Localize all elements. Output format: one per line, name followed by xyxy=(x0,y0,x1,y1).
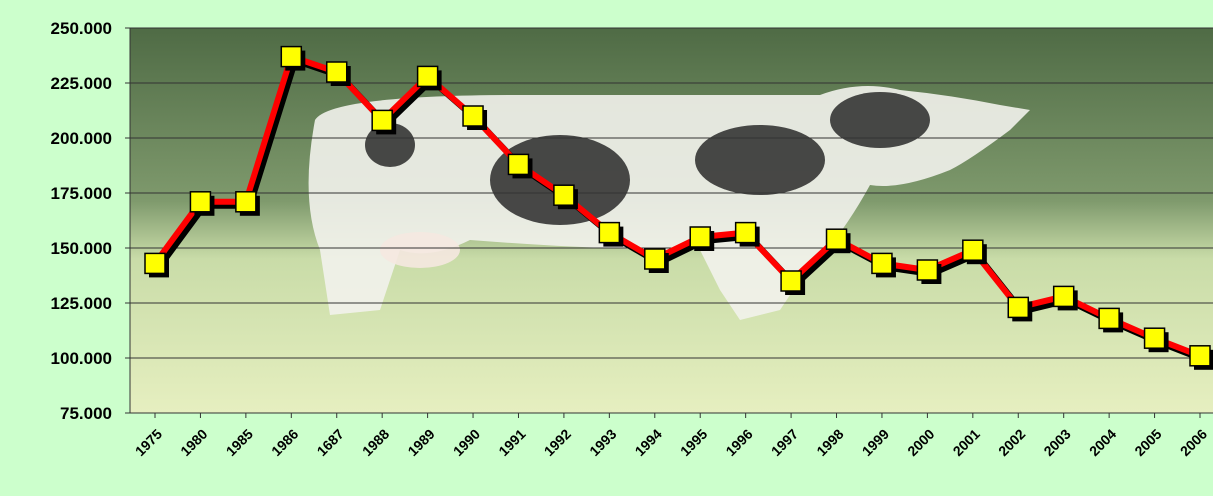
y-tick-label: 125.000 xyxy=(51,294,112,313)
y-tick-label: 200.000 xyxy=(51,129,112,148)
plot-background xyxy=(130,28,1213,413)
marker xyxy=(280,45,303,68)
marker xyxy=(871,252,893,275)
marker xyxy=(780,270,802,292)
marker xyxy=(1007,296,1030,319)
marker xyxy=(644,248,666,270)
marker xyxy=(189,191,212,213)
marker xyxy=(371,109,393,132)
marker xyxy=(1052,285,1075,308)
marker xyxy=(1143,327,1166,349)
marker xyxy=(825,228,848,250)
marker xyxy=(962,239,984,261)
y-tick-label: 75.000 xyxy=(60,404,112,423)
y-tick-label: 175.000 xyxy=(51,184,112,203)
marker xyxy=(598,221,621,244)
marker xyxy=(325,61,348,83)
marker xyxy=(144,252,166,275)
marker xyxy=(916,259,939,281)
y-tick-label: 100.000 xyxy=(51,349,112,368)
marker xyxy=(416,65,439,88)
y-tick-label: 250.000 xyxy=(51,19,112,38)
y-tick-label: 225.000 xyxy=(51,74,112,93)
marker xyxy=(462,105,484,127)
marker xyxy=(235,191,257,213)
marker xyxy=(507,153,530,176)
marker xyxy=(734,221,757,244)
marker xyxy=(689,226,711,248)
marker xyxy=(1189,345,1211,367)
marker xyxy=(553,184,575,206)
marker xyxy=(1098,307,1120,330)
y-tick-label: 150.000 xyxy=(51,239,112,258)
